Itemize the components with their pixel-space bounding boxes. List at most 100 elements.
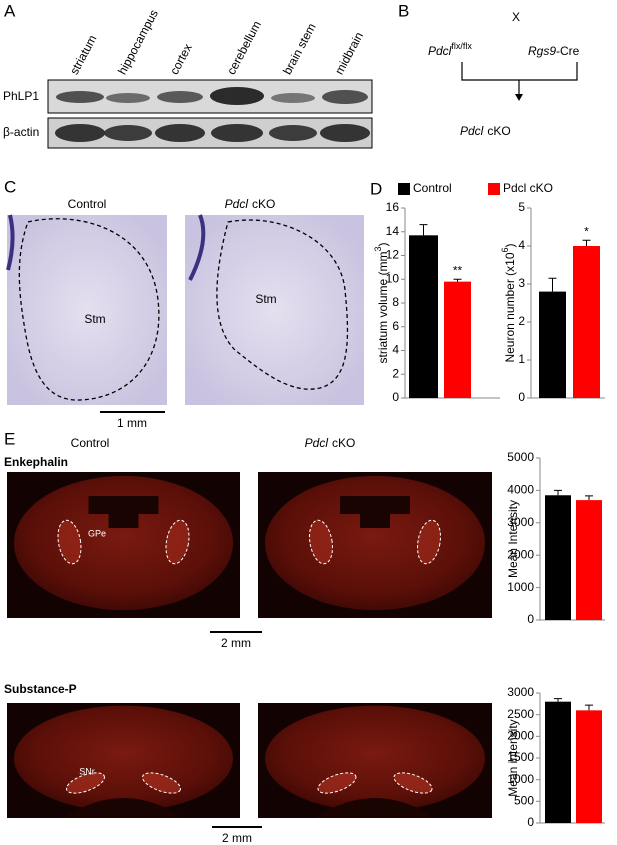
error-bar xyxy=(548,277,557,292)
y-tick-label: 0 xyxy=(392,390,399,404)
bar xyxy=(545,495,571,620)
y-tick-label: 6 xyxy=(392,319,399,333)
y-tick-label: 12 xyxy=(386,248,400,262)
panel-label: D xyxy=(370,179,382,198)
y-tick-label: 3000 xyxy=(507,685,534,699)
error-bar xyxy=(582,239,591,246)
parent-1: Pdclflx/flx xyxy=(428,41,472,58)
scale-label: 1 mm xyxy=(117,416,147,430)
legend-swatch xyxy=(488,183,500,195)
ventral-gap xyxy=(63,798,184,818)
brain-section xyxy=(13,705,234,812)
y-tick-label: 1 xyxy=(518,352,525,366)
genotype: cKO xyxy=(487,124,510,138)
y-axis-label: Mean Intensity xyxy=(506,500,520,578)
y-tick-label: 16 xyxy=(386,200,400,214)
region-outline xyxy=(317,772,357,794)
striatum-outline xyxy=(216,219,349,390)
ventral-gap xyxy=(315,798,435,818)
error-bar xyxy=(554,489,562,496)
bar xyxy=(539,291,566,398)
label-part: striatum volume (mm xyxy=(376,251,390,363)
region-outline xyxy=(66,772,105,794)
scale-label: 2 mm xyxy=(222,831,252,845)
row-title: Substance-P xyxy=(4,682,77,696)
label-part: Neuron number (x10 xyxy=(503,252,517,362)
row-title: Enkephalin xyxy=(4,455,68,469)
label-part: 3 xyxy=(373,246,383,251)
gene: Pdcl xyxy=(428,44,452,58)
y-tick-label: 1500 xyxy=(507,750,534,764)
gene: Pdcl xyxy=(225,197,249,211)
label-part: 6 xyxy=(500,247,510,252)
lane-label: brain stem xyxy=(280,21,319,77)
y-tick-label: 3000 xyxy=(507,515,534,529)
error-bar xyxy=(419,224,428,236)
row-label: β-actin xyxy=(3,125,39,139)
y-tick-label: 8 xyxy=(392,295,399,309)
lane-label: striatum xyxy=(67,33,99,77)
y-tick-label: 5 xyxy=(518,200,525,214)
lane-label: cerebellum xyxy=(224,18,264,76)
lane-labels: striatum hippocampus cortex cerebellum brain… xyxy=(67,7,366,77)
legend-swatch xyxy=(398,183,410,195)
lane-label: hippocampus xyxy=(115,7,161,77)
bar xyxy=(444,281,471,398)
offspring: Pdcl cKO xyxy=(460,124,511,138)
y-tick-label: 2500 xyxy=(507,707,534,721)
panel-label: B xyxy=(398,1,409,20)
striatum-outline xyxy=(18,218,160,401)
y-tick-label: 2000 xyxy=(507,729,534,743)
significance: * xyxy=(584,224,589,238)
gene: Rgs9 xyxy=(528,44,556,58)
blot-bands xyxy=(55,87,370,142)
significance: ** xyxy=(453,263,463,277)
panel-label: E xyxy=(4,429,15,448)
label-part: Mean intensity xyxy=(506,719,520,796)
image-title: Pdcl cKO xyxy=(305,436,356,450)
arrow-head xyxy=(515,94,523,101)
region-label: SNr xyxy=(79,766,95,776)
y-tick-label: 4000 xyxy=(507,483,534,497)
legend-label: Pdcl cKO xyxy=(503,181,553,195)
region-outline xyxy=(57,519,82,565)
panel-label: A xyxy=(4,1,16,20)
label-part: Mean Intensity xyxy=(506,500,520,578)
label-part: ) xyxy=(503,243,517,247)
tissue-edge xyxy=(188,214,206,281)
brain-section xyxy=(265,475,485,611)
y-tick-label: 2 xyxy=(518,314,525,328)
tissue-edge xyxy=(6,214,15,271)
y-axis-label: Mean intensity xyxy=(506,719,520,796)
error-bar xyxy=(585,704,593,711)
y-tick-label: 10 xyxy=(386,271,400,285)
region-outline xyxy=(309,519,333,565)
y-tick-label: 0 xyxy=(527,815,534,829)
y-tick-label: 4 xyxy=(392,343,399,357)
parent-2: Rgs9-Cre xyxy=(528,44,580,58)
bar xyxy=(545,701,571,823)
brain-section xyxy=(265,705,485,812)
label-part: ) xyxy=(376,242,390,246)
region-outline xyxy=(393,772,433,794)
error-bar xyxy=(453,278,462,282)
ventricle xyxy=(340,496,410,528)
region-outline xyxy=(165,519,190,565)
transgene: -Cre xyxy=(556,44,580,58)
image-title: Control xyxy=(68,197,107,211)
histology-image xyxy=(7,215,167,405)
y-tick-label: 1000 xyxy=(507,772,534,786)
row-label: PhLP1 xyxy=(3,89,39,103)
brain-section xyxy=(13,475,234,611)
y-tick-label: 0 xyxy=(527,612,534,626)
histology-image xyxy=(185,215,364,405)
y-tick-label: 14 xyxy=(386,224,400,238)
region-outline xyxy=(417,519,441,565)
image-title: Pdcl cKO xyxy=(225,197,276,211)
y-tick-label: 2 xyxy=(392,366,399,380)
bar xyxy=(573,246,600,398)
legend-label: Control xyxy=(413,181,452,195)
genotype: cKO xyxy=(332,436,355,450)
genotype: cKO xyxy=(252,197,275,211)
